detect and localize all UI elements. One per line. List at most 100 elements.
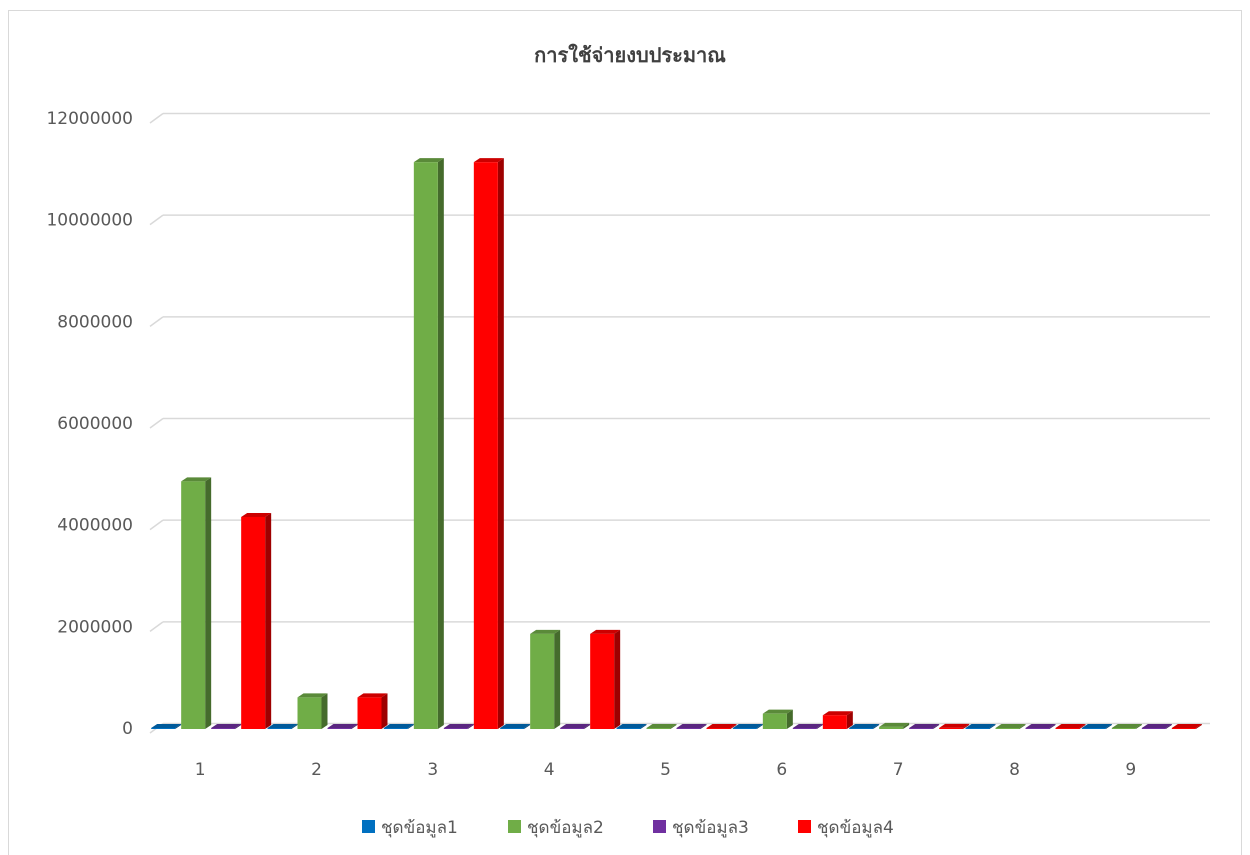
x-tick-label: 6 <box>776 760 787 780</box>
bar-ชุดข้อมูล2-1 <box>181 477 212 729</box>
bar-front <box>706 728 731 729</box>
bar-ชุดข้อมูล1-6 <box>732 724 763 729</box>
bar-top <box>357 693 388 698</box>
bar-ชุดข้อมูล1-8 <box>965 724 996 729</box>
bar-side <box>205 477 212 729</box>
bar-front <box>616 728 641 729</box>
bar-front <box>965 728 990 729</box>
bar-top <box>530 629 561 634</box>
bar-ชุดข้อมูล2-2 <box>297 693 328 729</box>
x-tick-label: 2 <box>311 760 322 780</box>
bar-front <box>879 726 904 729</box>
bar-ชุดข้อมูล3-3 <box>443 724 474 729</box>
bar-top <box>646 724 677 728</box>
bar-top <box>181 477 212 482</box>
bar-front <box>995 728 1020 729</box>
bar-front <box>383 728 408 729</box>
gridline-depth <box>149 214 164 226</box>
bar-front <box>1141 728 1166 729</box>
bar-front <box>732 728 757 729</box>
y-tick-label: 0 <box>122 719 133 739</box>
bar-ชุดข้อมูล4-8 <box>1055 724 1086 729</box>
bar-ชุดข้อมูล2-6 <box>762 709 793 729</box>
gridline-depth <box>149 417 164 429</box>
bar-side <box>175 724 182 729</box>
bar-ชุดข้อมูล3-8 <box>1025 724 1056 729</box>
bar-ชุดข้อมูล3-4 <box>560 724 591 729</box>
bar-top <box>1025 724 1056 728</box>
bar-side <box>700 724 707 729</box>
x-tick-label: 7 <box>893 760 904 780</box>
bar-ชุดข้อมูล4-2 <box>357 693 388 729</box>
bar-ชุดข้อมูล2-9 <box>1111 724 1142 729</box>
bar-top <box>792 724 823 728</box>
bar-side <box>265 512 272 729</box>
legend-item-2: ชุดข้อมูล2 <box>508 818 604 838</box>
bar-ชุดข้อมูล2-7 <box>879 722 910 729</box>
x-tick-label: 3 <box>427 760 438 780</box>
x-tick-label: 4 <box>544 760 555 780</box>
bar-top <box>1171 724 1202 728</box>
bar-top <box>500 724 531 728</box>
bar-top <box>297 693 328 698</box>
bar-top <box>676 724 707 728</box>
bar-side <box>584 724 591 729</box>
legend-label: ชุดข้อมูล1 <box>381 818 458 838</box>
bar-front <box>357 697 382 729</box>
bar-front <box>646 728 671 729</box>
chart-frame <box>8 10 1242 855</box>
bar-ชุดข้อมูล4-1 <box>241 512 272 729</box>
bar-front <box>1081 728 1106 729</box>
bar-ชุดข้อมูล3-1 <box>211 724 242 729</box>
bar-front <box>151 728 176 729</box>
bar-top <box>706 724 737 728</box>
bar-top <box>473 158 504 163</box>
bar-top <box>211 724 242 728</box>
bar-top <box>849 724 880 728</box>
legend-item-4: ชุดข้อมูล4 <box>798 818 894 838</box>
bar-top <box>1081 724 1112 728</box>
bar-side <box>963 723 970 729</box>
legend-item-1: ชุดข้อมูล1 <box>362 818 458 838</box>
gridline-depth <box>149 112 164 124</box>
bar-front <box>181 481 206 729</box>
bar-ชุดข้อมูล3-7 <box>909 724 940 729</box>
gridline-depth <box>149 316 164 327</box>
bar-front <box>909 728 934 729</box>
legend-swatch <box>508 820 521 833</box>
bar-side <box>816 724 823 729</box>
bar-ชุดข้อมูล1-5 <box>616 724 647 729</box>
bar-ชุดข้อมูล4-3 <box>473 158 504 729</box>
bar-front <box>500 728 525 729</box>
bar-ชุดข้อมูล2-8 <box>995 724 1026 729</box>
bar-front <box>822 715 847 729</box>
bar-ชุดข้อมูล2-5 <box>646 724 677 729</box>
bar-front <box>792 728 817 729</box>
bar-front <box>473 162 498 729</box>
bar-ชุดข้อมูล4-7 <box>939 723 970 729</box>
bar-side <box>524 724 531 729</box>
bar-top <box>560 724 591 728</box>
bar-front <box>241 516 266 729</box>
bar-ชุดข้อมูล4-4 <box>590 629 621 729</box>
bar-side <box>381 693 388 729</box>
bars <box>151 158 1202 729</box>
legend-swatch <box>798 820 811 833</box>
bar-side <box>1079 724 1086 729</box>
bar-ชุดข้อมูล1-3 <box>383 724 414 729</box>
bar-top <box>762 709 793 714</box>
legend-label: ชุดข้อมูล4 <box>817 818 894 838</box>
bar-top <box>616 724 647 728</box>
bar-side <box>1165 724 1172 729</box>
bar-side <box>1195 724 1202 729</box>
bar-front <box>211 728 236 729</box>
bar-side <box>614 629 621 729</box>
bar-ชุดข้อมูล1-9 <box>1081 724 1112 729</box>
y-axis-ticks: 0 2000000 4000000 6000000 8000000 10000000 120… <box>46 109 133 739</box>
bar-front <box>1055 728 1080 729</box>
bar-side <box>235 724 242 729</box>
bar-ชุดข้อมูล1-2 <box>267 724 298 729</box>
bar-top <box>939 723 970 728</box>
gridline-depth <box>149 519 164 531</box>
